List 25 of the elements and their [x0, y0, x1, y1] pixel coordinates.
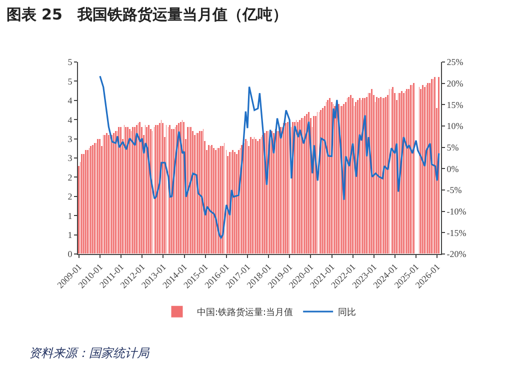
y-tick-label: 3 — [68, 153, 73, 164]
y-tick-label: 5 — [68, 76, 73, 86]
legend-label: 中国:铁路货运量:当月值 — [197, 307, 294, 318]
y2-tick-label: 0% — [446, 164, 460, 174]
y2-tick-label: 15% — [446, 100, 464, 110]
y-tick-label: 2 — [68, 172, 72, 182]
y2-tick-label: 10% — [446, 121, 464, 132]
y-tick-label: 4 — [68, 114, 73, 125]
chart-title: 图表 25 我国铁路货运量当月值（亿吨） — [6, 6, 288, 24]
y2-tick-label: -15% — [446, 228, 467, 238]
y2-tick-label: -5% — [446, 185, 462, 196]
text: 资料来源：国家统计局 — [29, 346, 150, 360]
y2-tick-label: -10% — [446, 206, 467, 216]
y2-tick-label: 5% — [446, 142, 460, 152]
legend-label: 同比 — [338, 307, 356, 318]
y-tick-label: 3 — [68, 134, 73, 144]
y-tick-label: 0 — [68, 249, 73, 260]
y2-tick-label: -20% — [446, 249, 467, 260]
y-tick-label: 5 — [68, 57, 73, 68]
y-tick-label: 1 — [68, 210, 72, 221]
y2-tick-label: 20% — [446, 78, 464, 88]
y-tick-label: 1 — [68, 230, 72, 240]
y-tick-label: 2 — [68, 192, 72, 202]
y-tick-label: 4 — [68, 96, 73, 106]
y2-tick-label: 25% — [446, 57, 464, 68]
